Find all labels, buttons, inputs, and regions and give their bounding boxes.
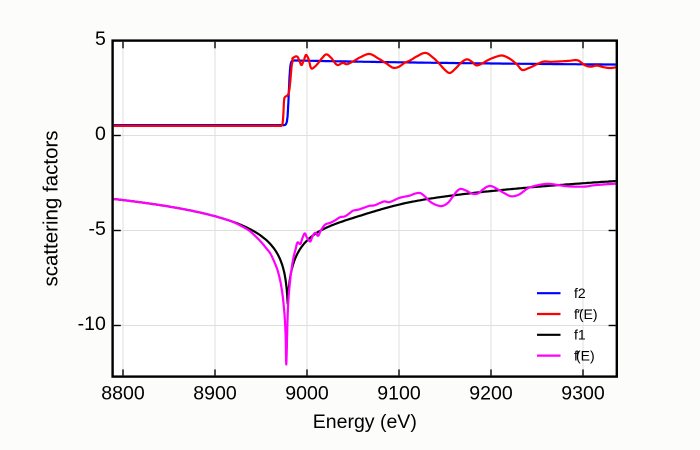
svg-text:f′(E): f′(E) — [574, 347, 595, 363]
svg-text:Energy (eV): Energy (eV) — [313, 411, 417, 433]
svg-text:9300: 9300 — [561, 382, 605, 404]
svg-text:f1: f1 — [574, 327, 586, 343]
svg-text:0: 0 — [95, 123, 106, 145]
svg-text:8900: 8900 — [193, 382, 237, 404]
svg-text:8800: 8800 — [101, 382, 145, 404]
svg-text:5: 5 — [95, 28, 106, 50]
svg-text:scattering factors: scattering factors — [40, 130, 63, 286]
svg-text:9000: 9000 — [285, 382, 329, 404]
svg-text:9100: 9100 — [377, 382, 421, 404]
svg-text:-10: -10 — [78, 313, 106, 335]
svg-text:9200: 9200 — [469, 382, 513, 404]
svg-text:-5: -5 — [88, 218, 105, 240]
svg-text:f2: f2 — [574, 285, 586, 301]
svg-text:f″(E): f″(E) — [574, 306, 598, 322]
